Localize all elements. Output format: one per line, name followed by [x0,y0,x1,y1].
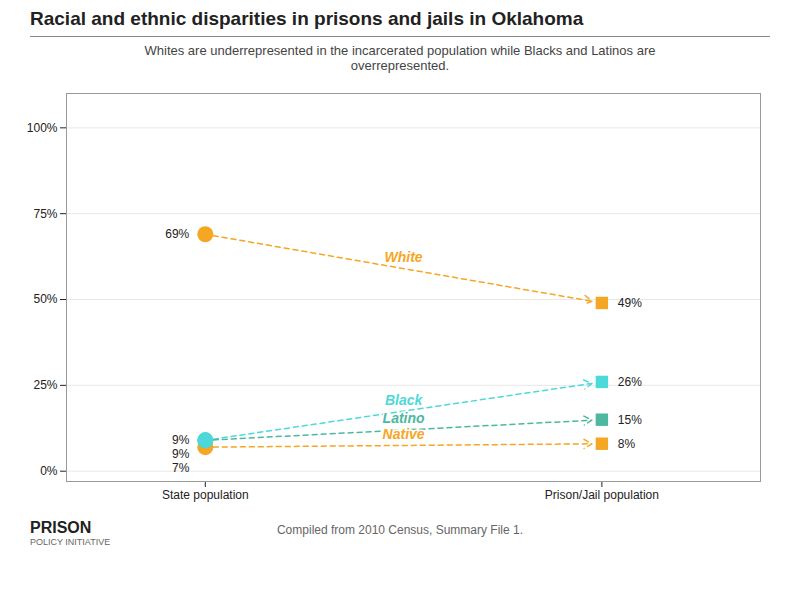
svg-text:25%: 25% [33,378,57,392]
svg-text:9%: 9% [172,433,190,447]
svg-text:75%: 75% [33,207,57,221]
svg-text:49%: 49% [618,296,642,310]
svg-text:69%: 69% [165,227,189,241]
html-text:PRISON: PRISON [30,519,92,536]
html-text:Compiled from 2010 Census, Sum: Compiled from 2010 Census, Summary File … [277,523,523,537]
svg-text:7%: 7% [172,461,190,475]
svg-text:8%: 8% [618,437,636,451]
svg-text:0%: 0% [40,464,58,478]
svg-text:Latino: Latino [383,410,425,426]
svg-text:State population: State population [162,488,249,502]
svg-text:Native: Native [383,426,425,442]
svg-text:Prison/Jail population: Prison/Jail population [545,488,659,502]
svg-text:9%: 9% [172,447,190,461]
svg-text:50%: 50% [33,292,57,306]
html-text:Racial and ethnic disparities: Racial and ethnic disparities in prisons… [30,8,584,29]
html-text:Whites are underrepresented in: Whites are underrepresented in the incar… [144,43,656,73]
svg-text:26%: 26% [618,375,642,389]
svg-text:15%: 15% [618,413,642,427]
svg-text:Black: Black [385,392,424,408]
html-text:POLICY INITIATIVE: POLICY INITIATIVE [30,537,111,547]
svg-text:100%: 100% [27,121,58,135]
svg-text:White: White [385,249,423,265]
